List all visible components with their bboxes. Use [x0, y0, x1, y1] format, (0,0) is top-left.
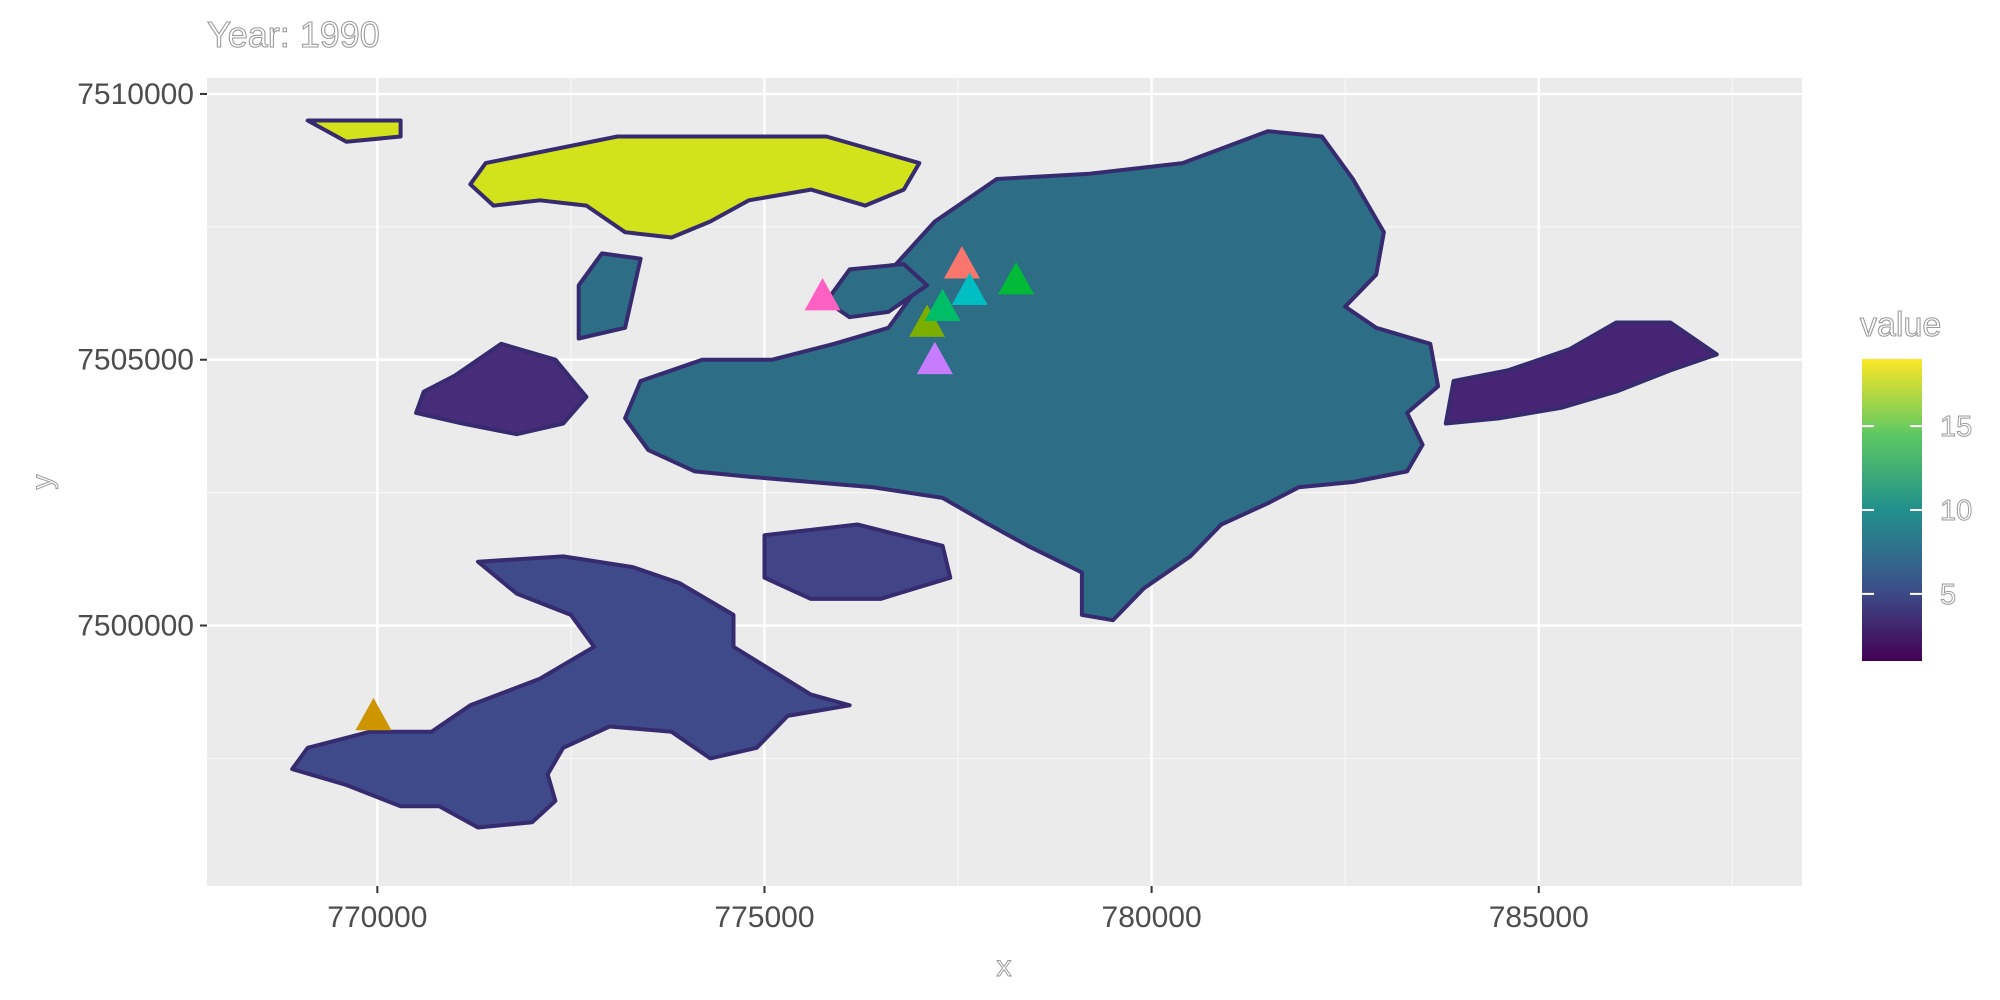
site-marker: [355, 697, 392, 731]
y-tick-label: 7510000: [77, 78, 194, 111]
site-marker: [916, 341, 953, 375]
y-axis-ticks: 7500000 7505000 7510000: [77, 78, 207, 643]
x-tick-label: 780000: [1102, 901, 1202, 934]
raster-region: [623, 129, 1441, 623]
y-tick-label: 7505000: [77, 344, 194, 377]
site-markers: [355, 246, 1035, 731]
y-axis-title: y: [26, 475, 59, 490]
x-axis-ticks: 770000 775000 780000 785000: [327, 886, 1589, 934]
plot-panel: [207, 78, 1802, 886]
raster-regions: [290, 118, 1719, 830]
x-axis-title: x: [997, 950, 1012, 983]
raster-region: [576, 251, 643, 341]
site-marker: [943, 246, 980, 279]
site-marker: [998, 262, 1035, 295]
raster-region: [414, 341, 589, 437]
raster-region: [762, 522, 953, 601]
x-tick-label: 770000: [327, 901, 427, 934]
raster-region: [824, 262, 930, 320]
site-marker: [804, 277, 841, 311]
x-tick-label: 775000: [714, 901, 814, 934]
legend-tick-label: 10: [1940, 495, 1972, 527]
legend-tick-label: 15: [1940, 411, 1972, 443]
raster-region: [305, 118, 403, 144]
site-marker: [924, 288, 961, 321]
color-legend: value 5 10 15: [1859, 305, 1973, 661]
legend-title: value: [1860, 306, 1941, 344]
legend-tick-label: 5: [1940, 579, 1956, 611]
y-tick-label: 7500000: [77, 610, 194, 643]
raster-region: [1443, 320, 1719, 426]
raster-region: [290, 554, 852, 830]
x-tick-label: 785000: [1489, 901, 1589, 934]
plot-title: Year: 1990: [207, 14, 380, 55]
raster-region: [468, 134, 922, 240]
site-marker: [951, 272, 988, 306]
legend-ticks: 5 10 15: [1862, 411, 1973, 611]
